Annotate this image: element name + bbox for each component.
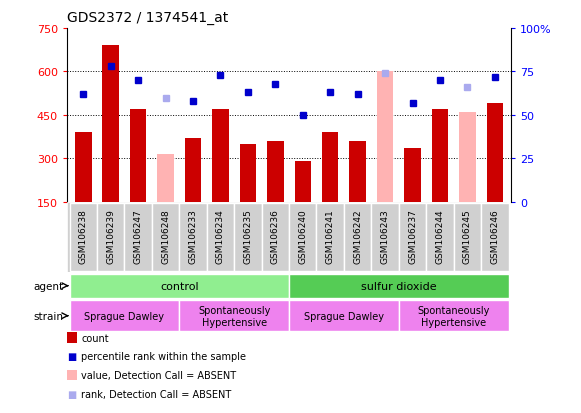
Bar	[404, 149, 421, 202]
Text: GSM106244: GSM106244	[435, 209, 444, 263]
Text: GSM106234: GSM106234	[216, 209, 225, 263]
Text: ■: ■	[67, 351, 77, 361]
Bar	[317, 204, 344, 271]
Bar	[289, 274, 508, 298]
Bar	[70, 301, 180, 331]
Text: ■: ■	[67, 389, 77, 399]
Bar	[267, 142, 284, 202]
Bar	[295, 162, 311, 202]
Text: control: control	[160, 281, 199, 291]
Text: GSM106238: GSM106238	[79, 209, 88, 263]
Text: GSM106245: GSM106245	[463, 209, 472, 263]
Bar	[102, 46, 119, 202]
Bar	[289, 301, 399, 331]
Text: GSM106241: GSM106241	[326, 209, 335, 263]
Text: GSM106235: GSM106235	[243, 209, 252, 263]
Bar	[240, 145, 256, 202]
Bar	[349, 142, 366, 202]
Bar	[344, 204, 371, 271]
Bar	[322, 133, 338, 202]
Text: GSM106246: GSM106246	[490, 209, 499, 263]
Bar	[487, 104, 503, 202]
Text: GSM106242: GSM106242	[353, 209, 362, 263]
Bar	[399, 301, 508, 331]
Text: strain: strain	[34, 311, 64, 321]
Bar	[399, 204, 426, 271]
Text: agent: agent	[34, 281, 64, 291]
Text: GSM106247: GSM106247	[134, 209, 143, 263]
Text: GSM106236: GSM106236	[271, 209, 280, 263]
Bar	[75, 133, 92, 202]
Text: GSM106240: GSM106240	[298, 209, 307, 263]
Text: rank, Detection Call = ABSENT: rank, Detection Call = ABSENT	[81, 389, 232, 399]
Bar	[481, 204, 508, 271]
Text: Spontaneously
Hypertensive: Spontaneously Hypertensive	[198, 305, 270, 327]
Bar	[371, 204, 399, 271]
Bar	[70, 274, 289, 298]
Text: GSM106248: GSM106248	[161, 209, 170, 263]
Text: percentile rank within the sample: percentile rank within the sample	[81, 351, 246, 361]
Bar	[130, 110, 146, 202]
Bar	[432, 110, 448, 202]
Bar	[97, 204, 124, 271]
Bar	[454, 204, 481, 271]
Bar	[459, 113, 476, 202]
Text: Sprague Dawley: Sprague Dawley	[304, 311, 384, 321]
Bar	[207, 204, 234, 271]
Bar	[70, 204, 97, 271]
Bar	[152, 204, 180, 271]
Text: sulfur dioxide: sulfur dioxide	[361, 281, 436, 291]
Text: GSM106233: GSM106233	[188, 209, 198, 263]
Text: count: count	[81, 333, 109, 343]
Bar	[124, 204, 152, 271]
Bar	[289, 204, 317, 271]
Text: Sprague Dawley: Sprague Dawley	[84, 311, 164, 321]
Text: GSM106239: GSM106239	[106, 209, 115, 263]
Bar	[377, 72, 393, 202]
Bar	[185, 139, 201, 202]
Bar	[234, 204, 261, 271]
Text: Spontaneously
Hypertensive: Spontaneously Hypertensive	[418, 305, 490, 327]
Bar	[212, 110, 229, 202]
Bar	[180, 204, 207, 271]
Bar	[261, 204, 289, 271]
Bar	[157, 154, 174, 202]
Text: value, Detection Call = ABSENT: value, Detection Call = ABSENT	[81, 370, 236, 380]
Text: GSM106243: GSM106243	[381, 209, 390, 263]
Text: GSM106237: GSM106237	[408, 209, 417, 263]
Text: GDS2372 / 1374541_at: GDS2372 / 1374541_at	[67, 11, 228, 25]
Bar	[426, 204, 454, 271]
Bar	[180, 301, 289, 331]
